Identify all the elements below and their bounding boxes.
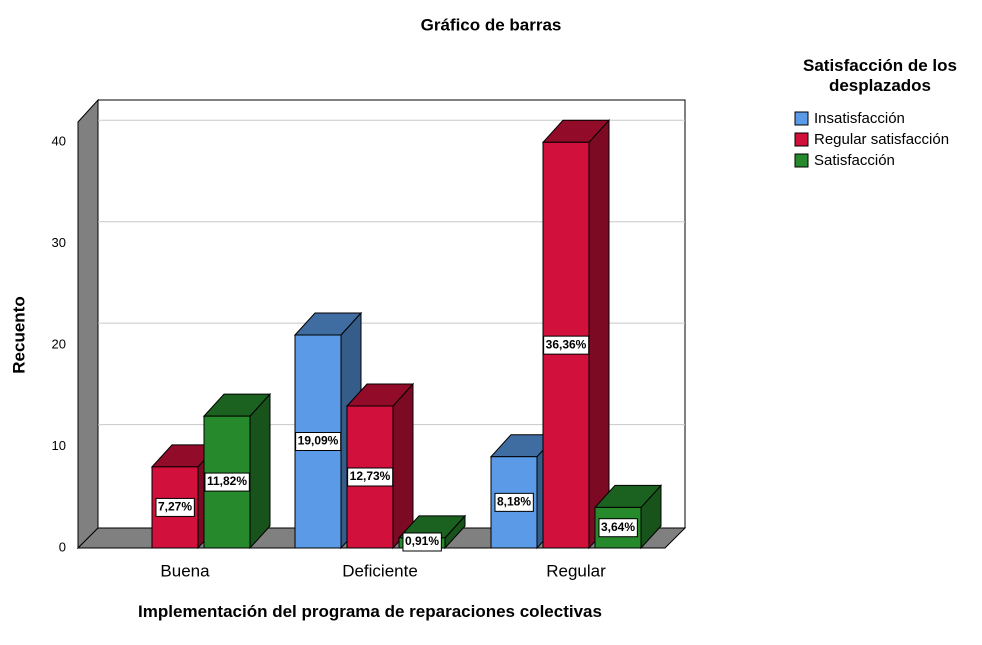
bar-side: [588, 118, 610, 550]
legend-swatch: [794, 132, 809, 147]
legend-swatch: [794, 111, 809, 126]
value-label-box: [494, 492, 534, 512]
y-tick-label: 0: [59, 539, 66, 554]
value-label-box: [543, 335, 590, 355]
x-tick-label: Regular: [546, 561, 606, 580]
bar-side: [249, 392, 271, 550]
legend-label: Insatisfacción: [814, 110, 905, 127]
value-label: 19,09%: [298, 434, 339, 448]
value-label-box: [402, 532, 442, 552]
legend-title: Satisfacción de los desplazados: [803, 56, 957, 95]
value-label: 12,73%: [350, 469, 391, 483]
value-label-box: [295, 432, 342, 451]
value-label-box: [204, 472, 250, 492]
value-label-box: [598, 518, 638, 538]
x-tick-label: Deficiente: [342, 561, 418, 580]
y-tick-label: 20: [52, 337, 66, 352]
legend-label: Satisfacción: [814, 152, 895, 169]
value-label-box: [347, 467, 394, 487]
y-tick-label: 30: [52, 235, 66, 250]
value-label: 7,27%: [158, 500, 192, 514]
value-label: 3,64%: [601, 520, 635, 534]
left-wall: [77, 98, 99, 550]
value-label: 0,91%: [405, 534, 439, 548]
value-label: 36,36%: [546, 337, 587, 351]
x-axis-title: Implementación del programa de reparacio…: [138, 602, 602, 621]
legend-swatch: [794, 153, 809, 168]
value-label-box: [155, 497, 195, 517]
y-axis-title: Recuento: [9, 296, 28, 373]
x-tick-label: Buena: [160, 561, 210, 580]
value-label: 11,82%: [207, 474, 247, 488]
legend-label: Regular satisfacción: [814, 131, 949, 148]
y-tick-label: 10: [52, 438, 66, 453]
value-label: 8,18%: [497, 495, 531, 509]
bar-side: [392, 382, 414, 550]
y-tick-label: 40: [52, 134, 66, 149]
chart-title: Gráfico de barras: [421, 15, 562, 34]
